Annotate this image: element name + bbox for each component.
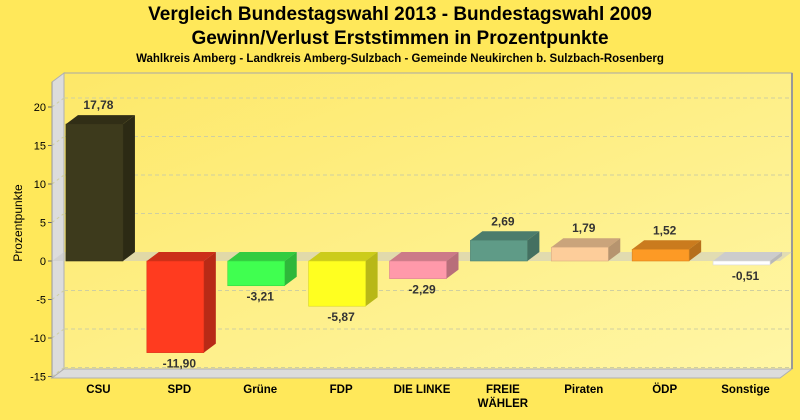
bar-sonstige: [712, 252, 783, 266]
y-tick-label: 10: [34, 179, 46, 191]
y-tick-label: -10: [30, 333, 46, 345]
bar-side-face: [527, 231, 540, 261]
x-tick-label: Sonstige: [721, 384, 770, 396]
value-label: 17,78: [83, 98, 113, 112]
bar-spd: [146, 252, 216, 353]
bar-top-face: [146, 252, 216, 261]
bar-ödp: [631, 240, 702, 262]
bar-front-face: [308, 260, 366, 307]
value-label: 2,69: [491, 214, 515, 228]
y-tick-label: 20: [34, 102, 46, 114]
gridline-wall: [51, 97, 65, 108]
value-label: -5,87: [327, 310, 355, 324]
bar-side-face: [770, 252, 783, 265]
bar-side-face: [689, 240, 702, 261]
chart-title: Vergleich Bundestagswahl 2013 - Bundesta…: [148, 4, 652, 25]
x-tick-label: FREIE: [486, 384, 520, 396]
bar-side-face: [122, 115, 135, 262]
bar-csu: [65, 115, 135, 262]
y-axis-label: Prozentpunkte: [11, 184, 25, 262]
x-tick-label: DIE LINKE: [394, 384, 451, 396]
bar-front-face: [65, 123, 124, 262]
chart-subtitle: Gewinn/Verlust Erststimmen in Prozentpun…: [191, 28, 609, 49]
bar-fdp: [308, 252, 378, 307]
bar-die-linke: [389, 252, 459, 279]
value-label: 1,52: [653, 223, 677, 237]
value-label: 1,79: [572, 221, 596, 235]
x-tick-label: Piraten: [564, 384, 603, 396]
bar-front-face: [470, 239, 528, 262]
y-tick-label: -5: [36, 295, 46, 307]
x-tick-label: SPD: [168, 384, 192, 396]
bar-top-face: [227, 252, 297, 261]
bar-grüne: [227, 252, 297, 287]
x-tick-label: CSU: [86, 384, 110, 396]
x-tick-label: WÄHLER: [478, 397, 529, 410]
bar-top-face: [389, 252, 459, 261]
x-tick-label: Grüne: [243, 384, 277, 396]
bar-side-face: [608, 238, 621, 261]
value-label: -0,51: [732, 269, 760, 283]
plot-left-wall: [51, 72, 65, 379]
gridline-wall: [51, 213, 65, 223]
bar-front-face: [389, 260, 447, 279]
bar-top-face: [308, 252, 378, 261]
bar-top-face: [470, 231, 540, 241]
bar-front-face: [227, 260, 286, 287]
bar-side-face: [203, 252, 216, 353]
bar-top-face: [551, 238, 621, 248]
bar-front-face: [712, 260, 771, 266]
y-tick-label: 5: [40, 218, 46, 230]
gridline-wall: [51, 290, 65, 300]
bar-top-face: [65, 115, 135, 125]
bar-piraten: [550, 238, 621, 262]
value-label: -2,29: [408, 283, 436, 297]
y-tick-label: -15: [30, 372, 46, 384]
gridline-wall: [51, 328, 65, 339]
gridline-wall: [51, 367, 65, 377]
bar-front-face: [146, 260, 205, 353]
bar-side-face: [365, 252, 378, 307]
x-tick-label: ÖDP: [652, 383, 677, 396]
gridline-wall: [51, 174, 65, 185]
x-tick-label: FDP: [330, 384, 353, 396]
bar-top-face: [632, 240, 702, 250]
bar-front-face: [550, 246, 609, 262]
bar-side-face: [446, 252, 459, 279]
y-tick-label: 15: [34, 141, 46, 153]
bar-freie-wähler: [470, 231, 540, 262]
gridline-wall: [51, 136, 65, 146]
plot-floor: [50, 368, 794, 379]
value-label: -3,21: [247, 290, 275, 304]
value-label: -11,90: [163, 357, 197, 371]
bar-top-face: [713, 252, 783, 261]
y-tick-label: 0: [40, 256, 46, 268]
chart-region-subtitle: Wahlkreis Amberg - Landkreis Amberg-Sulz…: [136, 53, 664, 65]
bar-side-face: [284, 252, 297, 286]
bar-front-face: [631, 248, 690, 262]
